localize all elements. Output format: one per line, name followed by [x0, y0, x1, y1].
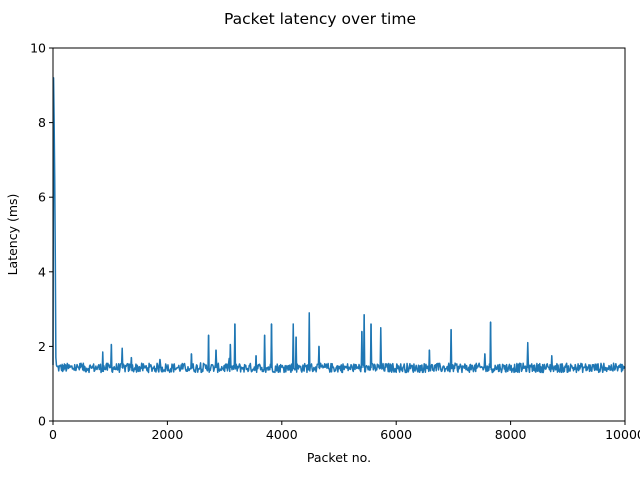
y-tick-label: 10	[30, 41, 46, 56]
plot-background	[53, 48, 625, 421]
y-tick-label: 6	[38, 190, 46, 205]
chart-title: Packet latency over time	[224, 10, 416, 28]
x-tick-label: 6000	[380, 427, 412, 442]
y-tick-label: 4	[38, 264, 46, 279]
y-tick-label: 0	[38, 414, 46, 429]
x-tick-label: 4000	[266, 427, 298, 442]
y-axis-ticks: 0 2 4 6 8 10	[30, 41, 53, 429]
x-tick-label: 8000	[495, 427, 527, 442]
y-tick-label: 8	[38, 115, 46, 130]
plot-area	[52, 47, 626, 422]
series-group	[52, 77, 626, 374]
y-tick-label: 2	[38, 339, 46, 354]
latency-series-line	[52, 77, 626, 374]
x-tick-label: 2000	[151, 427, 183, 442]
y-axis-label: Latency (ms)	[5, 194, 20, 276]
x-axis-label: Packet no.	[307, 450, 371, 465]
plot-frame	[52, 47, 626, 422]
x-tick-label: 0	[49, 427, 57, 442]
